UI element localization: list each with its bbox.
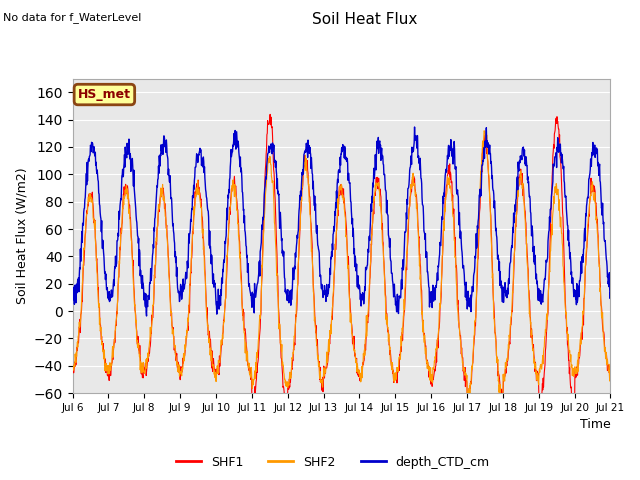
Text: Soil Heat Flux: Soil Heat Flux <box>312 12 417 27</box>
X-axis label: Time: Time <box>580 419 611 432</box>
Text: HS_met: HS_met <box>78 88 131 101</box>
Legend: SHF1, SHF2, depth_CTD_cm: SHF1, SHF2, depth_CTD_cm <box>171 451 495 474</box>
Y-axis label: Soil Heat Flux (W/m2): Soil Heat Flux (W/m2) <box>15 168 28 304</box>
Text: No data for f_WaterLevel: No data for f_WaterLevel <box>3 12 141 23</box>
